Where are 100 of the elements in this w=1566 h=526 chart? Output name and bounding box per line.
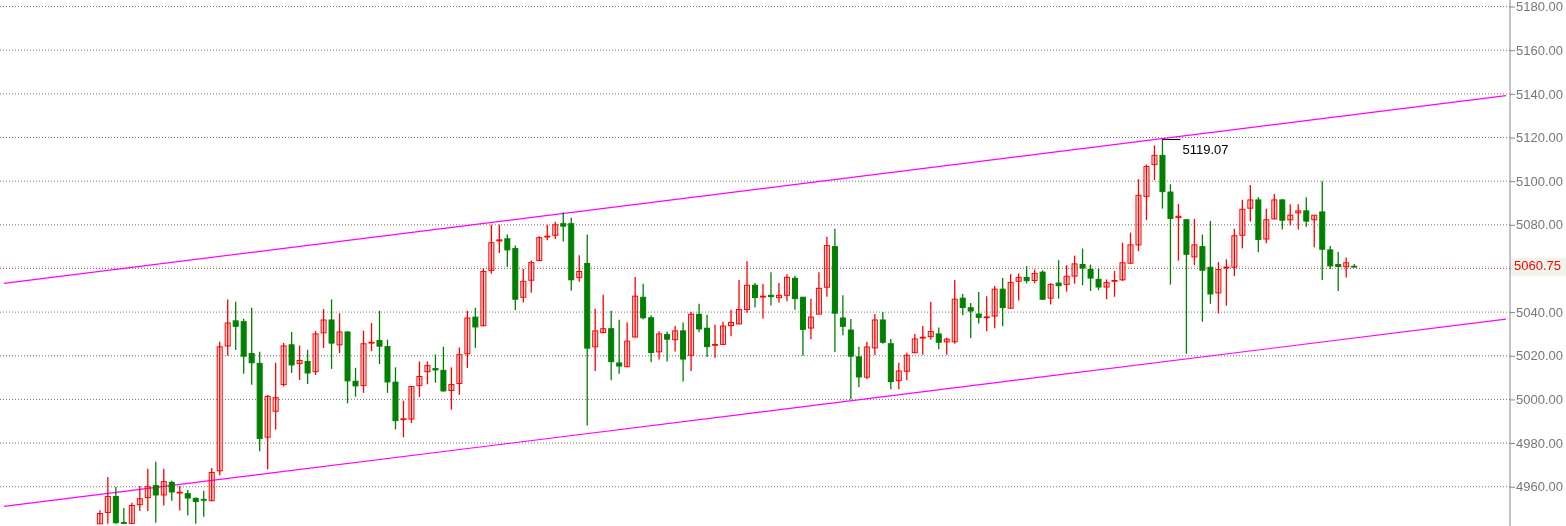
candlestick [360, 330, 367, 394]
y-tick-label: 4960.00 [1516, 479, 1563, 495]
candlestick [871, 313, 878, 356]
candlestick [736, 279, 743, 325]
candlestick [424, 360, 431, 385]
candlestick [991, 285, 998, 329]
y-tick-label: 5080.00 [1516, 217, 1563, 233]
candlestick [783, 273, 790, 302]
candlestick [1311, 214, 1318, 248]
candlestick [592, 308, 599, 372]
y-tick-label: 5040.00 [1516, 304, 1563, 320]
candlestick [1143, 163, 1150, 221]
candlestick [232, 301, 239, 351]
candlestick [624, 321, 631, 368]
candlestick [1287, 203, 1294, 227]
candlestick [416, 360, 423, 398]
candlestick [272, 362, 279, 431]
candlestick [144, 468, 151, 512]
candlestick [1135, 178, 1142, 252]
candlestick [1175, 203, 1182, 262]
candlestick [1007, 273, 1014, 310]
candlestick [1223, 258, 1230, 307]
candlestick [632, 276, 639, 339]
candlestick [1215, 261, 1222, 315]
candlestick [1271, 193, 1278, 220]
candlestick [728, 309, 735, 337]
candlestick [951, 279, 958, 345]
candlestick [1191, 218, 1198, 266]
candlestick [168, 480, 175, 502]
candlestick [336, 312, 343, 354]
candlestick [280, 342, 287, 388]
candlestick [368, 322, 375, 352]
candlestick [712, 324, 719, 359]
candlestick [664, 330, 671, 363]
candlestick [1111, 270, 1118, 298]
candlestick [759, 283, 766, 320]
candlestick [248, 307, 255, 386]
candlestick [752, 282, 758, 309]
candlestick [264, 394, 271, 471]
candlestick [456, 346, 463, 396]
candlestick [576, 254, 583, 283]
candlestick [903, 352, 910, 381]
candlestick [744, 260, 751, 314]
candlestick [560, 211, 567, 243]
y-tick-label: 4980.00 [1516, 435, 1563, 451]
candlestick [1231, 228, 1238, 277]
candlestick [104, 476, 111, 525]
candlestick [1063, 264, 1070, 293]
candlestick [200, 489, 207, 518]
candlestick [839, 294, 846, 336]
candlestick [775, 282, 782, 304]
candlestick [1247, 184, 1254, 223]
y-tick-label: 5160.00 [1516, 42, 1563, 58]
candlestick [152, 461, 159, 524]
candlestick [1127, 232, 1134, 265]
candlestick [967, 302, 974, 339]
y-tick-label: 5100.00 [1516, 173, 1563, 189]
candlestick [1303, 196, 1310, 228]
candlestick [1343, 256, 1350, 279]
candlestick [496, 224, 503, 254]
candlestick [767, 271, 774, 307]
candlestick [855, 346, 862, 388]
candlestick [791, 275, 798, 311]
candlestick [879, 311, 886, 345]
candlestick [288, 331, 295, 374]
candlestick [464, 310, 471, 369]
candlestick [128, 502, 135, 525]
candlestick [184, 489, 191, 517]
candlestick [640, 283, 647, 320]
candlestick [1095, 267, 1102, 291]
candlestick [1327, 245, 1334, 270]
candlestick [863, 341, 870, 380]
candlestick [1055, 259, 1062, 300]
y-tick-label: 5120.00 [1516, 130, 1563, 146]
candlestick [1087, 263, 1094, 292]
y-tick-label: 5180.00 [1516, 0, 1563, 15]
candlestick [983, 295, 990, 332]
candlestick [1263, 208, 1270, 245]
candlestick [520, 268, 527, 304]
candlestick [488, 224, 495, 275]
candlestick [823, 236, 830, 298]
candlestick [1071, 254, 1078, 285]
candlestick [296, 344, 303, 381]
candlestick [1335, 251, 1342, 292]
candlestick [911, 333, 918, 354]
candlestick [975, 291, 982, 325]
candlestick [472, 307, 479, 349]
candlestick [815, 271, 822, 315]
y-tick-label: 5020.00 [1516, 348, 1563, 364]
candlestick [448, 366, 455, 411]
candlestick [999, 277, 1006, 327]
candlestick [536, 235, 543, 262]
candlestick [304, 349, 311, 385]
candlestick [224, 298, 231, 357]
ref-line-label: 5060.75 [1514, 258, 1561, 274]
candlestick [919, 325, 926, 356]
candlestick [1103, 278, 1110, 300]
candlestick [1279, 198, 1286, 231]
y-tick-label: 5140.00 [1516, 86, 1563, 102]
candlestick [312, 330, 319, 376]
